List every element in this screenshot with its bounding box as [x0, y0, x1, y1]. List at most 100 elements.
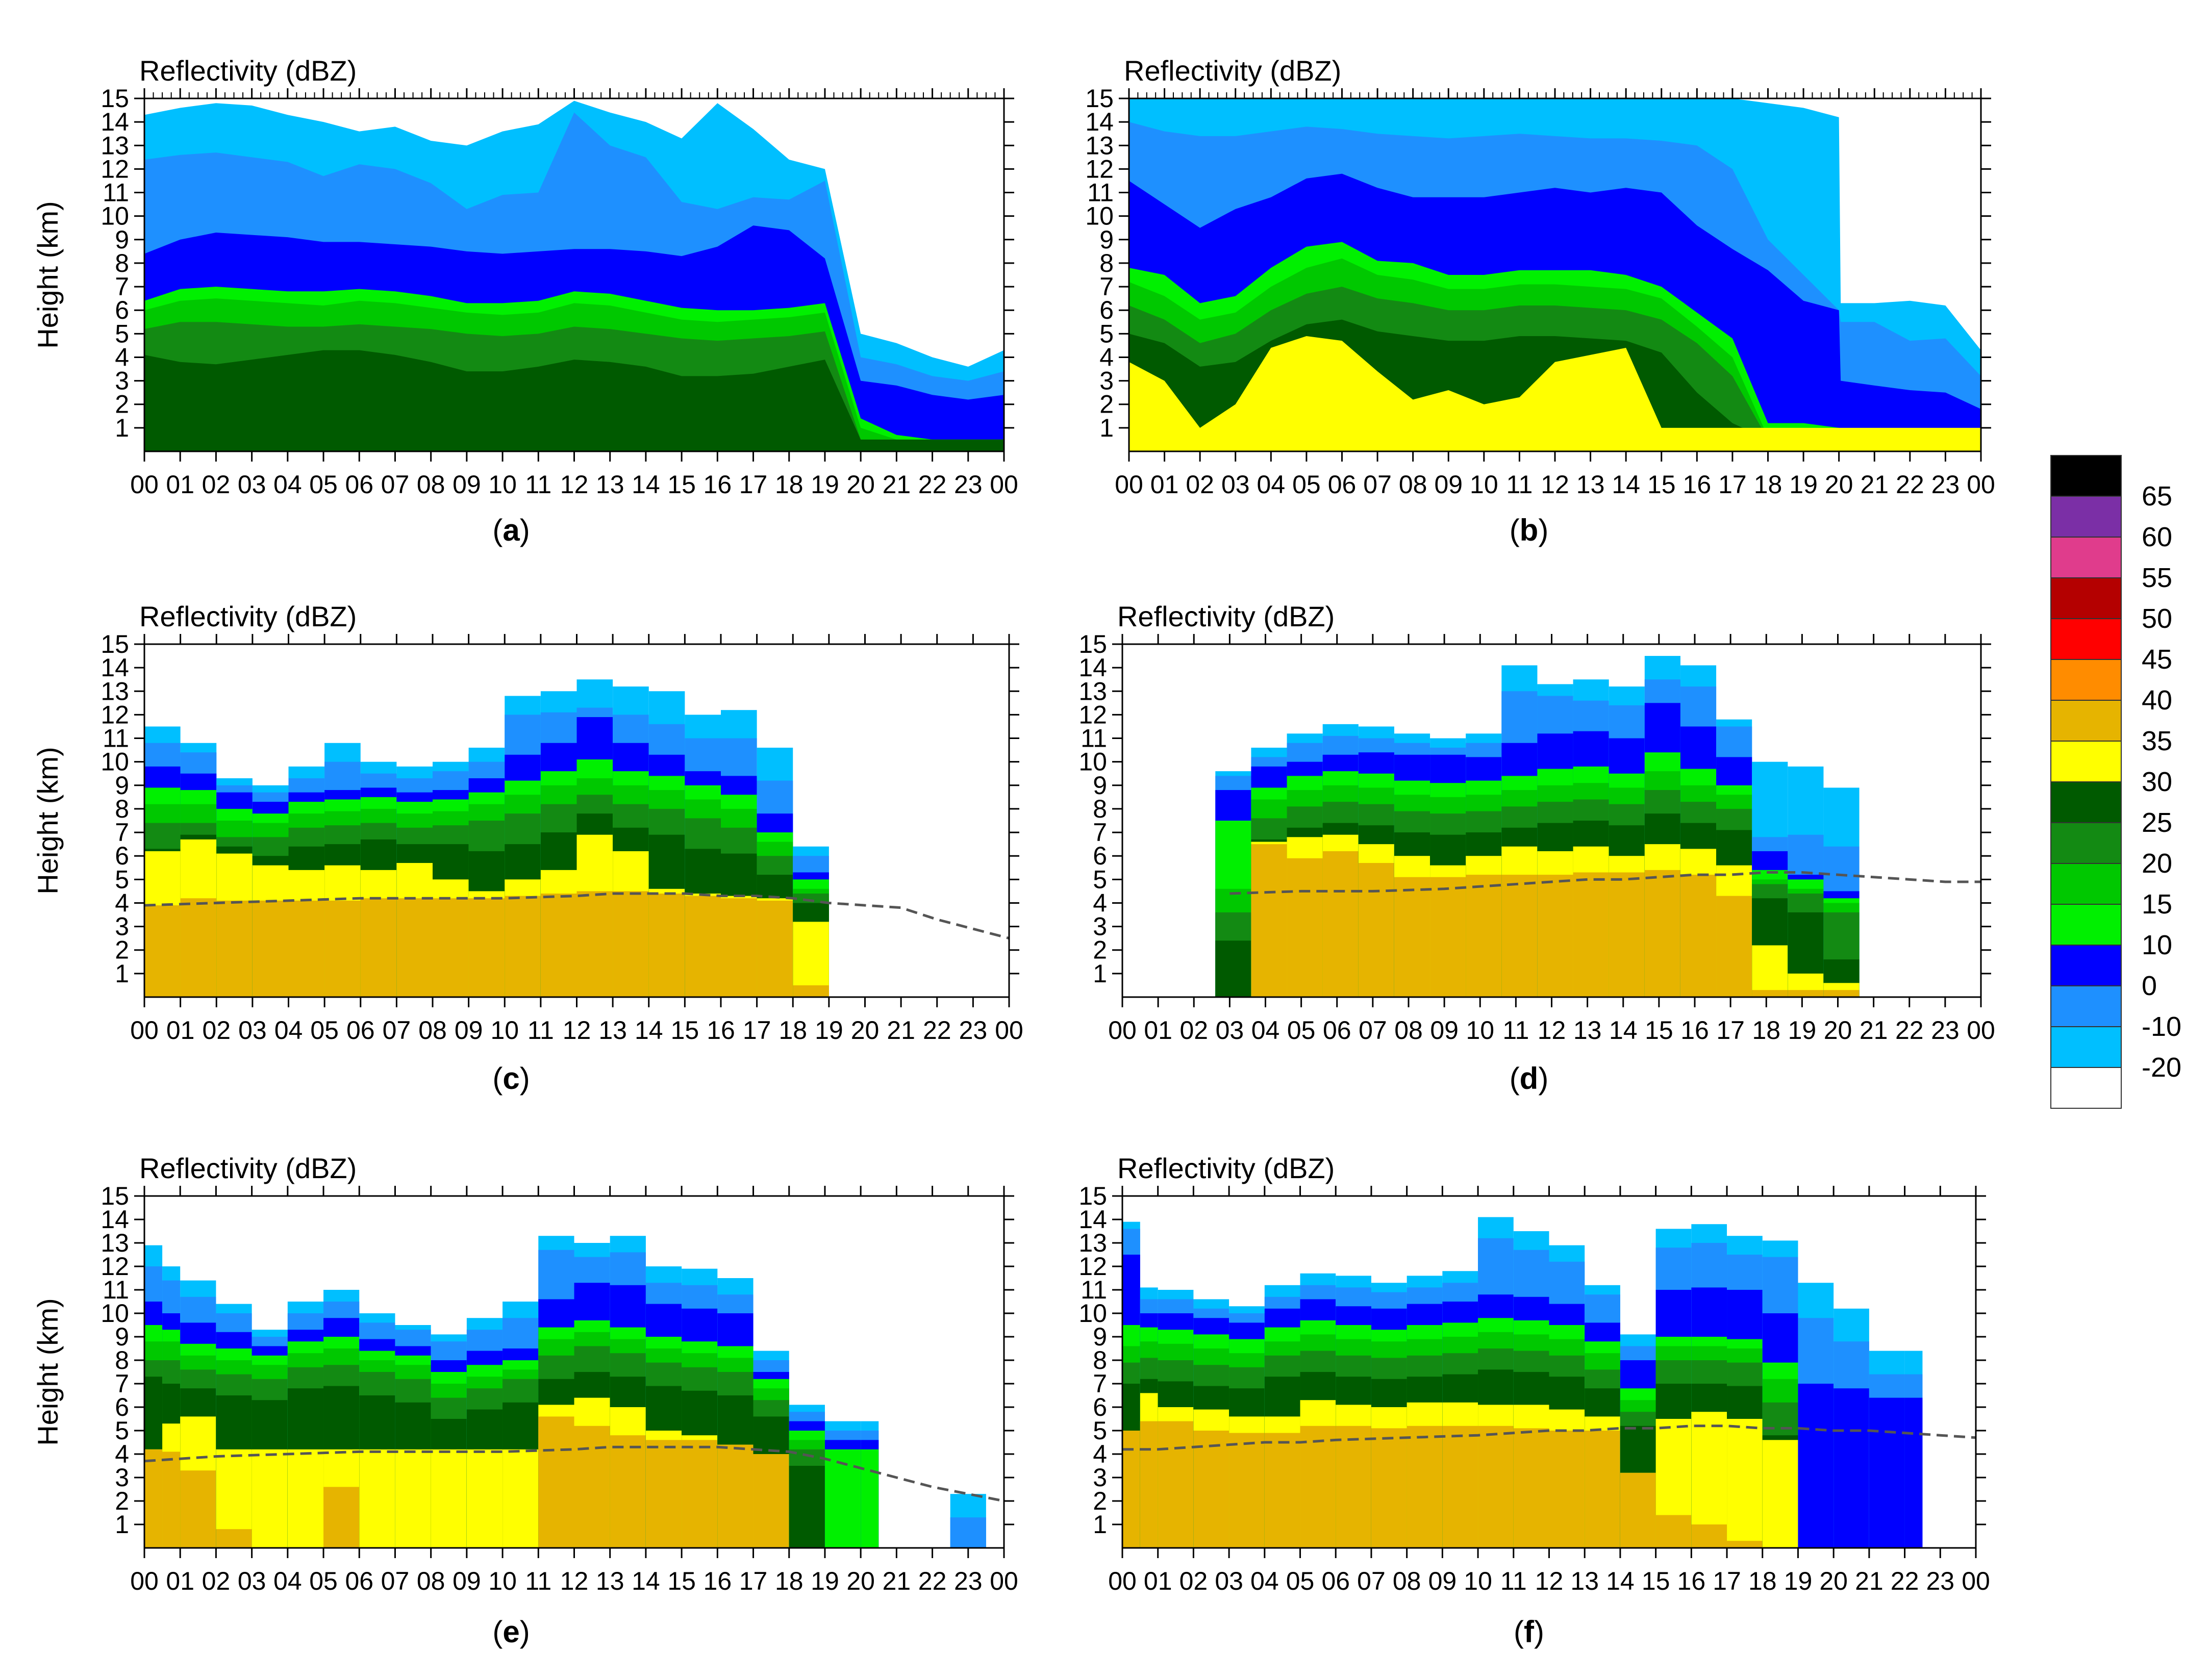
- x-tick-label: 07: [381, 470, 410, 499]
- y-tick-label: 2: [115, 936, 129, 964]
- x-tick-label: 08: [1393, 1567, 1421, 1595]
- y-tick-label: 5: [1093, 1416, 1107, 1445]
- reflectivity-cell: [1691, 1524, 1727, 1548]
- x-tick-label: 06: [345, 1567, 373, 1595]
- reflectivity-cell: [468, 898, 505, 997]
- x-tick-label: 16: [1680, 1016, 1709, 1045]
- x-tick-label: 12: [560, 470, 589, 499]
- reflectivity-cell: [793, 922, 829, 997]
- x-tick-label: 11: [1500, 1567, 1527, 1595]
- colorbar-swatch: [2050, 945, 2122, 986]
- y-tick-label: 7: [1099, 272, 1114, 301]
- y-tick-label: 13: [101, 677, 129, 705]
- x-tick-label: 21: [883, 470, 911, 499]
- freezing-level-line: [1229, 871, 1981, 895]
- reflectivity-cell: [433, 898, 469, 997]
- x-tick-label: 05: [1287, 1016, 1316, 1045]
- x-tick-label: 16: [704, 470, 732, 499]
- x-tick-label: 15: [1645, 1016, 1673, 1045]
- y-tick-label: 15: [1085, 84, 1114, 113]
- x-tick-label: 16: [1683, 470, 1712, 499]
- panel-e: 00 01 02 03 04 05 06 07 08 09 10 11 12 13 14 15 16 17 18 19…: [32, 1152, 1018, 1649]
- y-tick-label: 1: [115, 959, 129, 988]
- x-tick-label: 15: [667, 470, 696, 499]
- reflectivity-cell: [466, 1449, 503, 1548]
- x-tick-label: 20: [1825, 470, 1853, 499]
- y-tick-label: 10: [101, 1299, 129, 1328]
- x-tick-label: 09: [1428, 1567, 1457, 1595]
- y-tick-label: 6: [115, 296, 129, 324]
- colorbar-swatch: [2050, 618, 2122, 660]
- x-tick-label: 23: [954, 1567, 983, 1595]
- y-tick-label: 1: [115, 1510, 129, 1539]
- y-tick-label: 1: [1099, 414, 1114, 442]
- x-tick-label: 06: [1323, 1016, 1351, 1045]
- y-tick-label: 15: [1078, 630, 1107, 658]
- colorbar-swatch: [2050, 537, 2122, 578]
- reflectivity-cell: [1788, 990, 1824, 997]
- y-tick-label: 3: [1099, 367, 1114, 395]
- x-tick-label: 05: [1292, 470, 1321, 499]
- colorbar-label: 40: [2142, 685, 2172, 716]
- reflectivity-cell: [648, 894, 685, 997]
- x-tick-label: 18: [1754, 470, 1782, 499]
- reflectivity-cell: [1501, 875, 1538, 997]
- x-tick-label: 20: [1824, 1016, 1852, 1045]
- reflectivity-field: [144, 100, 1004, 451]
- colorbar-label: -10: [2142, 1011, 2181, 1042]
- y-tick-label: 9: [1093, 1322, 1107, 1351]
- x-tick-label: 06: [346, 1016, 375, 1045]
- reflectivity-cell: [1869, 1397, 1905, 1548]
- y-tick-label: 12: [1078, 1252, 1107, 1281]
- x-tick-label: 05: [310, 1016, 339, 1045]
- x-tick-label: 09: [1430, 1016, 1459, 1045]
- x-tick-label: 05: [1286, 1567, 1315, 1595]
- reflectivity-cell: [682, 1440, 718, 1548]
- y-tick-label: 5: [115, 865, 129, 894]
- x-tick-label: 04: [1257, 470, 1286, 499]
- panel-label: (d): [1510, 1061, 1549, 1096]
- reflectivity-field: [1129, 98, 1981, 451]
- panel-a: 00 01 02 03 04 05 06 07 08 09 10 11 12 13 14 15 16 17 18 19…: [32, 55, 1018, 547]
- reflectivity-band-7: [1129, 336, 1981, 451]
- x-tick-label: 19: [1788, 1016, 1817, 1045]
- x-tick-label: 08: [1394, 1016, 1423, 1045]
- reflectivity-cell: [1752, 990, 1788, 997]
- x-tick-label: 05: [309, 470, 338, 499]
- x-tick-label: 15: [671, 1016, 699, 1045]
- colorbar-label: 60: [2142, 522, 2172, 552]
- x-tick-label: 17: [739, 1567, 768, 1595]
- x-tick-label: 19: [1784, 1567, 1813, 1595]
- x-tick-label: 15: [667, 1567, 696, 1595]
- reflectivity-cell: [757, 900, 793, 997]
- reflectivity-cell: [1251, 844, 1287, 997]
- x-tick-label: 07: [1363, 470, 1392, 499]
- y-tick-label: 9: [115, 1322, 129, 1351]
- reflectivity-cell: [1140, 1421, 1158, 1548]
- x-tick-label: 00: [130, 1567, 159, 1595]
- x-tick-label: 00: [1967, 1016, 1995, 1045]
- reflectivity-cell: [1407, 1426, 1443, 1548]
- x-tick-label: 10: [1464, 1567, 1492, 1595]
- x-tick-label: 00: [130, 470, 159, 499]
- x-tick-label: 20: [846, 470, 875, 499]
- y-tick-label: 8: [1099, 249, 1114, 277]
- chart-title: Reflectivity (dBZ): [1117, 600, 1335, 632]
- panel-d: 00 01 02 03 04 05 06 07 08 09 10 11 12 13 14 15 16 17 18 19…: [1078, 600, 1995, 1096]
- x-tick-label: 22: [918, 1567, 947, 1595]
- y-tick-label: 3: [1093, 1463, 1107, 1492]
- reflectivity-cell: [1823, 990, 1860, 997]
- reflectivity-cell: [1716, 896, 1752, 997]
- reflectivity-cell: [216, 900, 253, 997]
- reflectivity-cell: [288, 900, 325, 997]
- x-tick-label: 13: [598, 1016, 627, 1045]
- colorbar-label: 10: [2142, 930, 2172, 960]
- x-tick-label: 00: [990, 1567, 1018, 1595]
- x-tick-label: 11: [528, 1016, 554, 1045]
- x-tick-label: 23: [1931, 470, 1960, 499]
- reflectivity-cell: [1322, 851, 1359, 997]
- x-tick-label: 01: [1144, 1016, 1172, 1045]
- x-tick-label: 23: [1926, 1567, 1954, 1595]
- x-tick-label: 12: [563, 1016, 591, 1045]
- x-tick-label: 14: [632, 1567, 660, 1595]
